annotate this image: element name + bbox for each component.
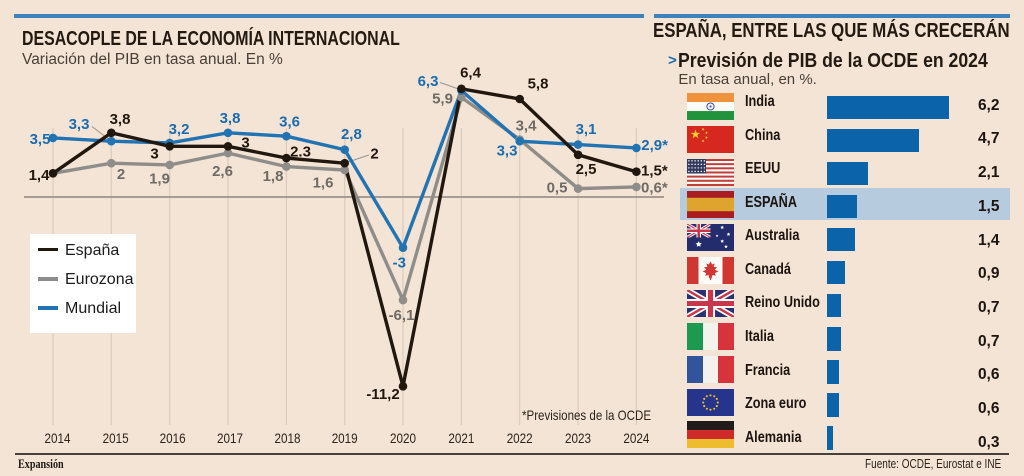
svg-text:1,6: 1,6	[313, 175, 334, 192]
svg-text:2019: 2019	[332, 430, 358, 446]
svg-text:3,3: 3,3	[497, 143, 518, 160]
svg-text:1,9: 1,9	[149, 171, 170, 188]
svg-text:-6,1: -6,1	[389, 307, 415, 324]
svg-text:2017: 2017	[217, 430, 243, 446]
svg-text:0,5: 0,5	[547, 180, 568, 197]
svg-text:3,4: 3,4	[516, 118, 538, 135]
svg-text:3,8: 3,8	[110, 111, 131, 128]
svg-text:5,8: 5,8	[528, 76, 549, 93]
svg-text:2020: 2020	[390, 430, 416, 446]
svg-text:3,5: 3,5	[30, 131, 51, 148]
svg-text:2018: 2018	[275, 430, 301, 446]
svg-text:2,5: 2,5	[576, 161, 597, 178]
svg-text:2,9*: 2,9*	[641, 137, 668, 154]
svg-text:3,3: 3,3	[69, 116, 90, 133]
svg-text:3,8: 3,8	[220, 110, 241, 127]
svg-text:3,2: 3,2	[169, 121, 190, 138]
svg-text:-11,2: -11,2	[366, 386, 399, 403]
svg-text:3: 3	[150, 146, 158, 163]
svg-text:0,6*: 0,6*	[641, 180, 668, 197]
svg-text:2: 2	[370, 146, 378, 163]
svg-text:3,6: 3,6	[279, 114, 300, 131]
svg-text:6,4: 6,4	[460, 65, 482, 82]
svg-text:-3: -3	[393, 255, 406, 272]
svg-text:2024: 2024	[623, 430, 649, 446]
svg-text:2016: 2016	[160, 430, 186, 446]
svg-text:1,8: 1,8	[263, 168, 284, 185]
svg-text:2022: 2022	[507, 430, 533, 446]
svg-text:5,9: 5,9	[432, 91, 453, 108]
svg-text:2,8: 2,8	[341, 126, 362, 143]
svg-text:2: 2	[117, 166, 125, 183]
svg-text:2023: 2023	[565, 430, 591, 446]
svg-text:3: 3	[241, 135, 249, 152]
svg-text:6,3: 6,3	[418, 73, 439, 90]
svg-text:2015: 2015	[103, 430, 129, 446]
svg-text:3,1: 3,1	[576, 121, 597, 138]
svg-text:1,4: 1,4	[29, 167, 51, 184]
svg-text:2021: 2021	[448, 430, 474, 446]
svg-text:2.3: 2.3	[290, 144, 311, 161]
svg-text:1,5*: 1,5*	[641, 163, 668, 180]
svg-text:2,6: 2,6	[212, 163, 233, 180]
svg-text:2014: 2014	[45, 430, 71, 446]
